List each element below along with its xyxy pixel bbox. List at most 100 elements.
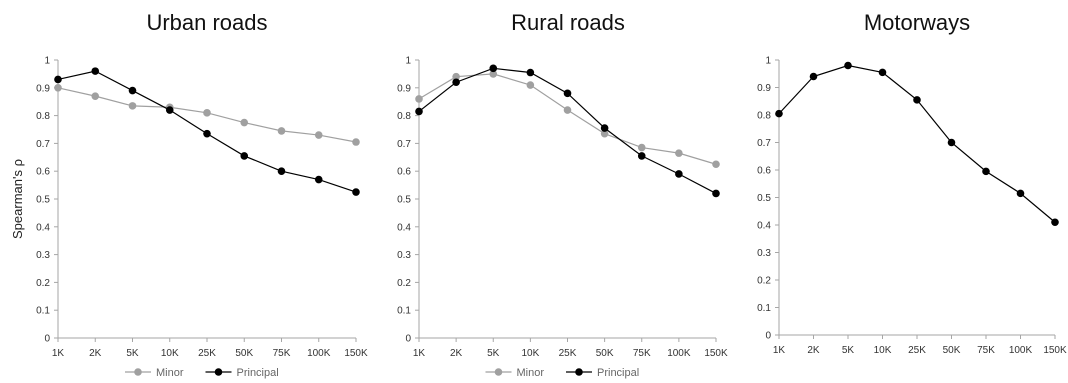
data-point-minor bbox=[526, 81, 535, 89]
chart-title: Motorways bbox=[864, 10, 970, 35]
y-tick-label: 0.6 bbox=[397, 167, 411, 178]
x-tick-label: 10K bbox=[874, 345, 892, 356]
data-point-minor bbox=[128, 102, 137, 110]
legend-label: Minor bbox=[156, 367, 184, 379]
data-point-minor bbox=[452, 72, 460, 81]
x-tick-label: 75K bbox=[633, 348, 651, 359]
legend-marker bbox=[575, 368, 583, 376]
legend-label: Minor bbox=[517, 367, 545, 379]
y-tick-label: 0.6 bbox=[757, 166, 771, 177]
x-tick-label: 1K bbox=[52, 348, 65, 359]
data-point-minor bbox=[91, 92, 100, 100]
x-tick-label: 10K bbox=[161, 348, 179, 359]
series-line-main bbox=[778, 64, 1056, 223]
x-tick-label: 100K bbox=[307, 348, 331, 359]
x-tick-label: 5K bbox=[487, 348, 500, 359]
data-point-minor bbox=[675, 149, 683, 157]
x-tick-label: 75K bbox=[977, 345, 995, 356]
data-point-main bbox=[982, 167, 990, 176]
legend: Minor Principal bbox=[485, 367, 639, 379]
y-tick-label: 0.1 bbox=[397, 306, 411, 317]
data-point-main bbox=[913, 96, 921, 104]
y-tick-label: 0 bbox=[765, 331, 771, 342]
y-tick-label: 0.8 bbox=[36, 111, 50, 122]
data-point-principal bbox=[712, 189, 720, 198]
data-point-principal bbox=[240, 152, 249, 160]
x-tick-label: 25K bbox=[559, 348, 577, 359]
y-tick-label: 0.4 bbox=[36, 222, 50, 233]
legend-label: Principal bbox=[237, 367, 279, 379]
x-tick-label: 5K bbox=[126, 348, 139, 359]
y-tick-label: 0.2 bbox=[757, 276, 771, 287]
x-tick-label: 1K bbox=[773, 345, 786, 356]
y-tick-label: 1 bbox=[765, 56, 771, 67]
data-point-principal bbox=[277, 167, 286, 175]
data-point-minor bbox=[712, 160, 720, 169]
data-point-minor bbox=[314, 131, 323, 139]
x-tick-label: 2K bbox=[450, 348, 463, 359]
y-tick-label: 0.7 bbox=[36, 139, 50, 150]
data-point-main bbox=[878, 68, 887, 77]
y-tick-label: 0.5 bbox=[397, 195, 411, 206]
data-point-main bbox=[844, 61, 852, 70]
data-point-principal bbox=[563, 89, 572, 98]
data-point-main bbox=[1016, 189, 1025, 198]
y-tick-label: 0.9 bbox=[397, 83, 411, 94]
data-point-principal bbox=[165, 106, 174, 114]
data-point-main bbox=[947, 138, 956, 147]
y-tick-label: 1 bbox=[44, 56, 50, 67]
y-tick-label: 0.3 bbox=[36, 250, 50, 261]
data-point-principal bbox=[203, 129, 211, 138]
data-point-minor bbox=[563, 106, 572, 114]
legend-marker bbox=[214, 368, 223, 376]
y-tick-label: 0.5 bbox=[36, 195, 50, 206]
y-tick-label: 0.6 bbox=[36, 167, 50, 178]
data-point-minor bbox=[637, 143, 646, 152]
y-tick-label: 0.4 bbox=[397, 222, 411, 233]
y-tick-label: 0.2 bbox=[397, 278, 411, 289]
data-point-principal bbox=[54, 75, 62, 84]
data-point-minor bbox=[54, 84, 62, 92]
x-tick-label: 150K bbox=[1043, 345, 1067, 356]
x-tick-label: 50K bbox=[943, 345, 961, 356]
data-point-minor bbox=[415, 95, 423, 103]
data-point-principal bbox=[352, 188, 360, 196]
data-point-principal bbox=[314, 175, 323, 184]
legend-marker bbox=[134, 368, 142, 376]
y-tick-label: 0.7 bbox=[757, 138, 771, 149]
legend-label: Principal bbox=[597, 367, 639, 379]
y-tick-label: 0.1 bbox=[757, 303, 771, 314]
y-tick-label: 0.5 bbox=[757, 193, 771, 204]
data-point-principal bbox=[489, 64, 498, 73]
y-tick-label: 0.8 bbox=[757, 111, 771, 122]
y-tick-label: 0 bbox=[44, 334, 50, 345]
data-point-minor bbox=[203, 109, 211, 117]
x-tick-label: 2K bbox=[89, 348, 102, 359]
y-tick-label: 0.3 bbox=[397, 250, 411, 261]
data-point-principal bbox=[675, 170, 683, 178]
y-tick-label: 0.9 bbox=[36, 83, 50, 94]
x-tick-label: 25K bbox=[908, 345, 926, 356]
x-tick-label: 150K bbox=[344, 348, 368, 359]
data-point-principal bbox=[415, 107, 423, 116]
data-point-principal bbox=[452, 78, 460, 87]
data-point-minor bbox=[600, 129, 609, 138]
y-axis-label: Spearman's ρ bbox=[10, 159, 25, 239]
legend: Minor Principal bbox=[125, 367, 279, 379]
chart-title: Rural roads bbox=[511, 10, 625, 35]
y-tick-label: 0.8 bbox=[397, 111, 411, 122]
data-point-minor bbox=[352, 138, 360, 146]
data-point-principal bbox=[91, 67, 100, 75]
y-tick-label: 0.3 bbox=[757, 248, 771, 259]
data-point-principal bbox=[526, 68, 535, 77]
data-point-minor bbox=[277, 127, 286, 135]
data-point-minor bbox=[240, 118, 249, 127]
data-point-principal bbox=[637, 152, 646, 160]
y-tick-label: 0 bbox=[405, 334, 411, 345]
x-tick-label: 25K bbox=[198, 348, 216, 359]
chart-panel-2: Rural roads 0 0.1 0.2 0.3 0.4 0.5 0.6 0.7 0.8 0.9 1… bbox=[397, 10, 728, 379]
data-point-main bbox=[1051, 218, 1059, 227]
y-tick-label: 0.4 bbox=[757, 221, 771, 232]
chart-title: Urban roads bbox=[146, 10, 267, 35]
